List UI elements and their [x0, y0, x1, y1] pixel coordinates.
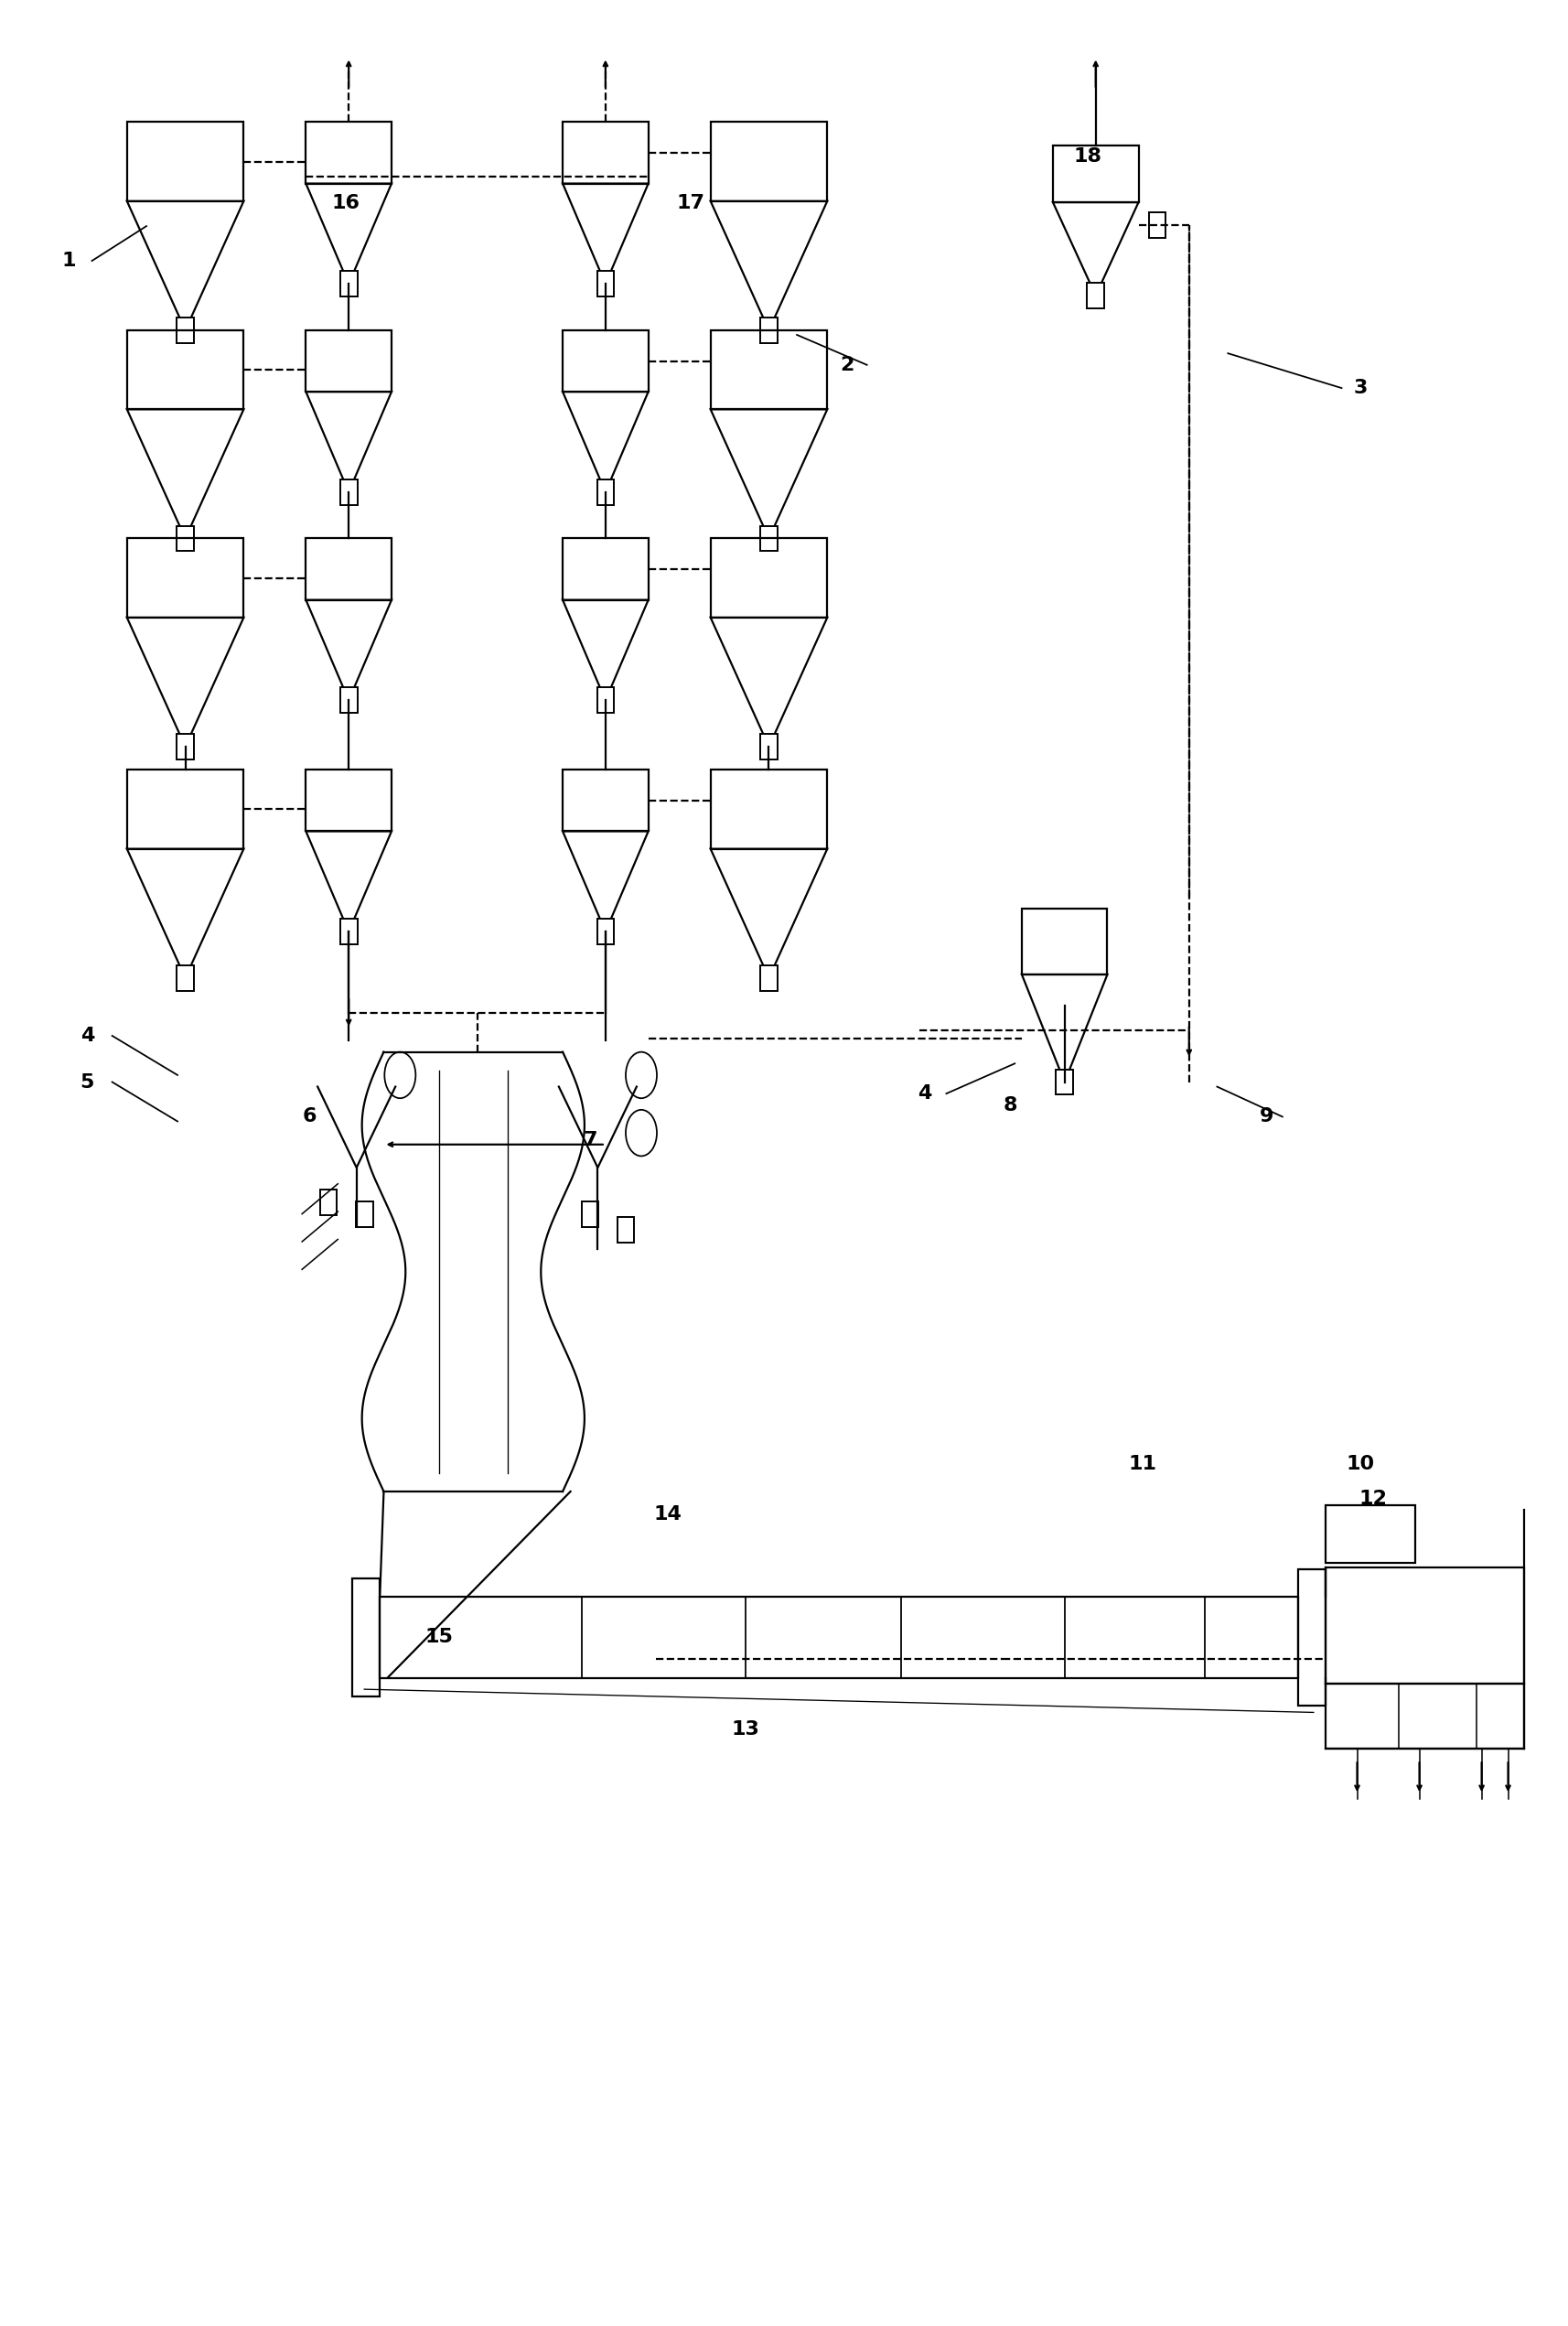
- Text: 3: 3: [1353, 379, 1366, 398]
- Text: 7: 7: [582, 1130, 597, 1149]
- Bar: [1325, 1684, 1523, 1749]
- Bar: [760, 316, 778, 342]
- Bar: [710, 537, 826, 616]
- Bar: [1087, 284, 1104, 309]
- Text: 5: 5: [80, 1072, 94, 1091]
- Bar: [340, 479, 358, 505]
- Bar: [760, 965, 778, 991]
- Bar: [177, 735, 194, 758]
- Bar: [760, 735, 778, 758]
- Bar: [127, 330, 243, 409]
- Text: 12: 12: [1358, 1489, 1386, 1507]
- Bar: [127, 770, 243, 849]
- Bar: [127, 537, 243, 616]
- Bar: [1325, 1568, 1523, 1684]
- Bar: [351, 1579, 379, 1696]
- Bar: [340, 688, 358, 714]
- Bar: [596, 688, 613, 714]
- Bar: [306, 121, 392, 184]
- Bar: [563, 330, 648, 391]
- Bar: [306, 537, 392, 600]
- Bar: [563, 770, 648, 830]
- Bar: [356, 1200, 373, 1226]
- Bar: [1325, 1505, 1414, 1563]
- Bar: [177, 316, 194, 342]
- Bar: [340, 919, 358, 944]
- Bar: [563, 537, 648, 600]
- Bar: [379, 1596, 1297, 1677]
- Bar: [563, 121, 648, 184]
- Text: 4: 4: [917, 1084, 931, 1103]
- Text: 8: 8: [1002, 1096, 1016, 1114]
- Bar: [1021, 909, 1107, 975]
- Bar: [177, 965, 194, 991]
- Text: 9: 9: [1259, 1107, 1273, 1126]
- Bar: [710, 770, 826, 849]
- Text: 2: 2: [839, 356, 853, 374]
- Text: 15: 15: [425, 1628, 453, 1647]
- Bar: [320, 1189, 337, 1214]
- Bar: [306, 330, 392, 391]
- Bar: [616, 1216, 633, 1242]
- Bar: [127, 121, 243, 200]
- Text: 1: 1: [61, 251, 75, 270]
- Bar: [710, 330, 826, 409]
- Text: 10: 10: [1345, 1454, 1374, 1472]
- Bar: [177, 526, 194, 551]
- Bar: [1148, 212, 1165, 237]
- Bar: [1055, 1070, 1073, 1096]
- Bar: [710, 121, 826, 200]
- Bar: [596, 479, 613, 505]
- Text: 14: 14: [654, 1505, 682, 1524]
- Bar: [1052, 144, 1138, 202]
- Text: 11: 11: [1127, 1454, 1156, 1472]
- Text: 6: 6: [303, 1107, 317, 1126]
- Bar: [596, 272, 613, 298]
- Bar: [582, 1200, 597, 1226]
- Text: 16: 16: [331, 193, 359, 212]
- Bar: [596, 919, 613, 944]
- Bar: [340, 272, 358, 298]
- Text: 13: 13: [731, 1721, 759, 1740]
- Text: 18: 18: [1073, 147, 1101, 165]
- Bar: [1297, 1570, 1325, 1705]
- Bar: [760, 526, 778, 551]
- Bar: [306, 770, 392, 830]
- Text: 17: 17: [676, 193, 706, 212]
- Text: 4: 4: [80, 1026, 94, 1044]
